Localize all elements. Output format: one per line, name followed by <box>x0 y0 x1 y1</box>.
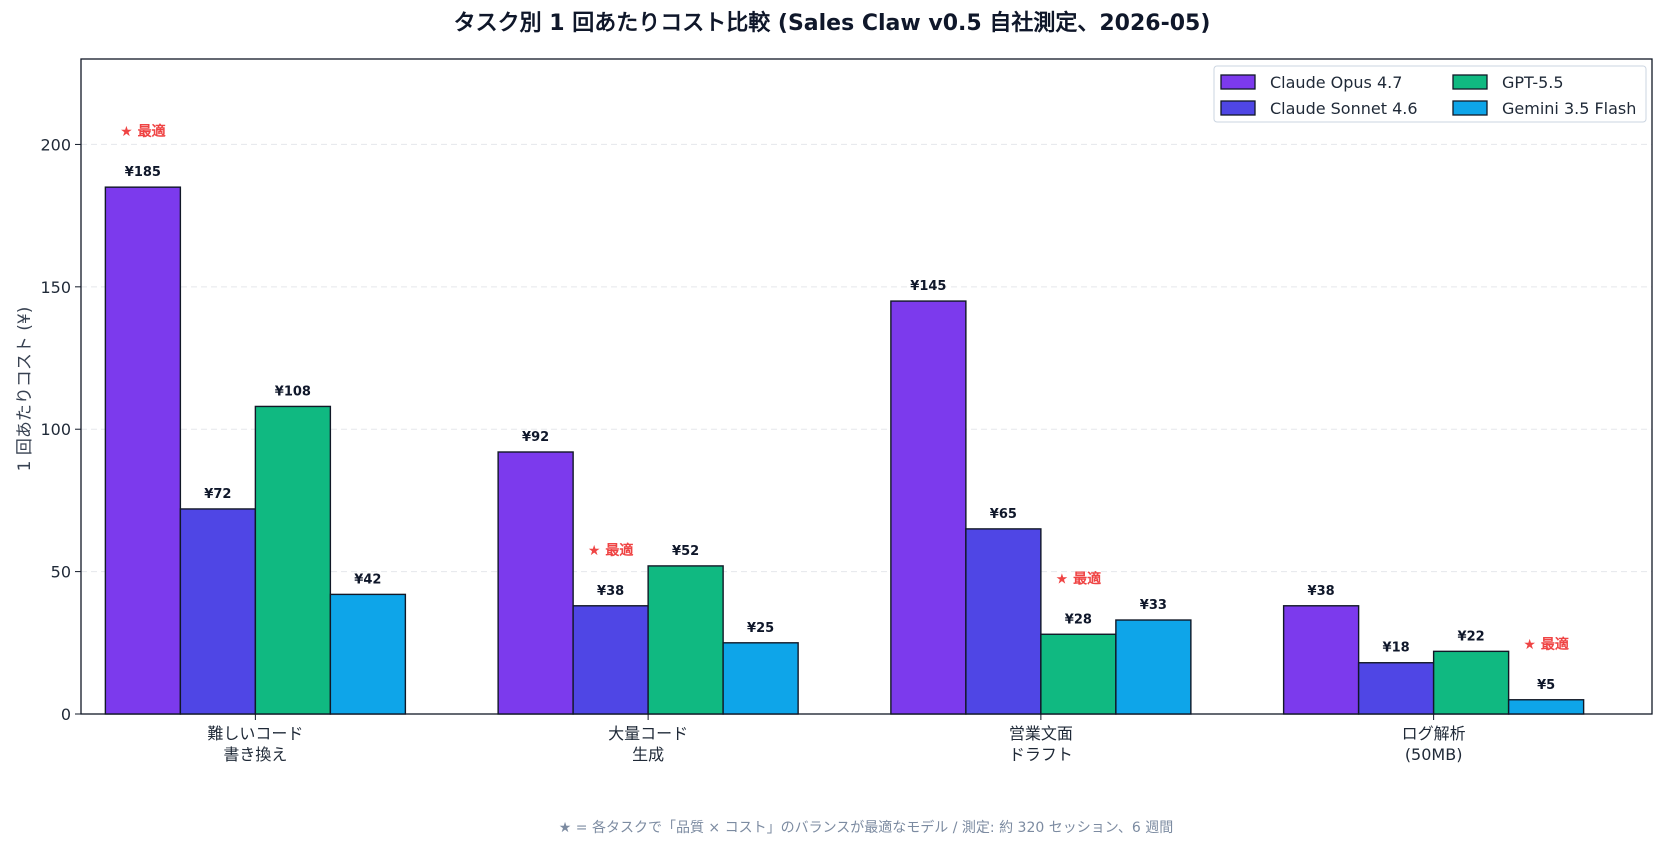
grid-lines <box>81 143 1652 573</box>
data-label: ¥28 <box>1065 612 1092 627</box>
data-label: ¥65 <box>990 507 1017 522</box>
x-tick-label: (50MB) <box>1405 745 1463 764</box>
data-label: ¥38 <box>597 584 624 599</box>
legend-swatch <box>1220 100 1256 116</box>
data-label: ¥72 <box>204 487 231 502</box>
data-label: ¥18 <box>1383 641 1410 656</box>
y-tick-label: 0 <box>61 705 71 724</box>
chart-title: タスク別 1 回あたりコスト比較 (Sales Claw v0.5 自社測定、2… <box>454 10 1211 36</box>
bar <box>254 405 332 715</box>
data-label: ¥5 <box>1537 678 1555 693</box>
data-label: ¥22 <box>1458 629 1485 644</box>
best-marker: ★ 最適 <box>120 123 165 140</box>
legend-label: Claude Sonnet 4.6 <box>1270 99 1418 118</box>
legend-box <box>1213 65 1647 123</box>
data-label: ¥25 <box>747 621 774 636</box>
y-tick-label: 50 <box>51 563 71 582</box>
y-tick-label: 100 <box>40 420 71 439</box>
best-marker: ★ 最適 <box>1056 570 1101 587</box>
data-label: ¥42 <box>354 572 381 587</box>
plot-frame <box>80 58 1653 715</box>
bar <box>497 451 574 715</box>
bar <box>1040 633 1117 715</box>
x-tick-label: ログ解析 <box>1402 724 1466 743</box>
bar <box>329 593 407 715</box>
y-tick-label: 150 <box>40 278 71 297</box>
bar <box>890 300 967 715</box>
data-label: ¥145 <box>910 279 946 294</box>
data-label: ¥185 <box>125 165 161 180</box>
x-tick-label: 書き換え <box>223 745 287 764</box>
x-tick-label: 難しいコード <box>207 724 303 743</box>
x-tick-label: 生成 <box>632 745 664 764</box>
bars <box>104 186 1585 715</box>
data-label: ¥33 <box>1140 598 1167 613</box>
bar <box>179 508 257 715</box>
y-tick-label: 200 <box>40 135 71 154</box>
bar <box>647 565 724 715</box>
bar <box>722 642 799 715</box>
legend-label: Gemini 3.5 Flash <box>1502 99 1636 118</box>
bar <box>572 605 649 715</box>
best-marker: ★ 最適 <box>1523 636 1568 653</box>
data-label: ¥92 <box>522 430 549 445</box>
bar <box>1357 662 1435 715</box>
bar <box>1432 650 1510 715</box>
data-label: ¥108 <box>275 384 311 399</box>
best-marker: ★ 最適 <box>588 542 633 559</box>
x-tick-label: 大量コード <box>608 724 688 743</box>
legend-label: Claude Opus 4.7 <box>1270 73 1402 92</box>
data-label: ¥38 <box>1308 584 1335 599</box>
bar <box>1507 699 1585 715</box>
legend-swatch <box>1452 74 1488 90</box>
legend-swatch <box>1452 100 1488 116</box>
legend-swatch <box>1220 74 1256 90</box>
x-tick-label: ドラフト <box>1009 745 1073 764</box>
bar <box>104 186 182 715</box>
legend-label: GPT-5.5 <box>1502 73 1564 92</box>
data-label: ¥52 <box>672 544 699 559</box>
bar <box>1282 605 1360 715</box>
bar <box>1115 619 1192 715</box>
bar <box>965 528 1042 715</box>
best-markers: ★ 最適 ★ 最適 ★ 最適 ★ 最適 <box>120 123 1569 653</box>
legend: Claude Opus 4.7 Claude Sonnet 4.6 GPT-5.5 G… <box>1213 65 1647 123</box>
footnote: ★ = 各タスクで「品質 × コスト」のバランスが最適なモデル / 測定: 約 … <box>559 819 1173 836</box>
y-axis-label: 1 回あたりコスト (¥) <box>15 307 35 472</box>
data-labels: ¥185 ¥72 ¥108 ¥42 ¥92 ¥38 ¥52 ¥25 ¥145 ¥65 ¥28 ¥33 ¥… <box>125 165 1555 693</box>
x-tick-label: 営業文面 <box>1009 724 1073 743</box>
